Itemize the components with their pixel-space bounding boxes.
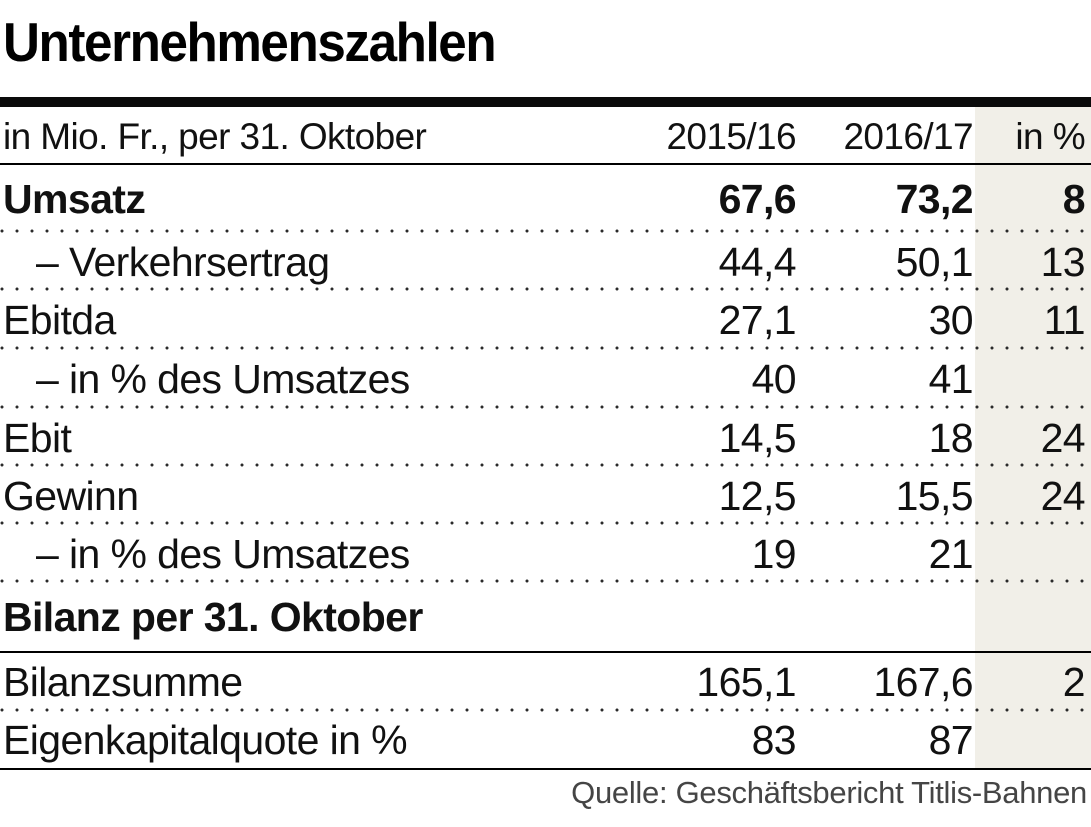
table-row-eigenkapitalquote: Eigenkapitalquote in % 83 87 (0, 712, 1091, 770)
table-header-row: in Mio. Fr., per 31. Oktober 2015/16 201… (0, 107, 1091, 165)
value-2016-17: 50,1 (895, 238, 974, 285)
row-label: – in % des Umsatzes (36, 530, 410, 577)
table-row-gewinn: Gewinn 12,5 15,5 24 (0, 467, 1091, 525)
row-label: Ebit (3, 414, 72, 461)
value-percent: 11 (1043, 297, 1086, 343)
value-percent: 24 (1040, 414, 1086, 461)
row-label: – Verkehrsertrag (36, 238, 330, 285)
row-label: Ebitda (3, 297, 116, 343)
value-2015-16: 40 (751, 356, 797, 402)
table-row-gewinn-margin: – in % des Umsatzes 19 21 (0, 525, 1091, 583)
value-2016-17: 73,2 (895, 175, 974, 222)
value-2015-16: 165,1 (696, 659, 796, 705)
section-title: Bilanz per 31. Oktober (3, 593, 423, 640)
table-row-umsatz: Umsatz 67,6 73,2 8 (0, 165, 1091, 233)
table-row-ebitda-margin: – in % des Umsatzes 40 41 (0, 350, 1091, 409)
column-header-unit: in Mio. Fr., per 31. Oktober (3, 116, 427, 157)
value-2015-16: 44,4 (718, 238, 797, 285)
column-header-2015-16: 2015/16 (666, 116, 796, 157)
value-percent: 2 (1062, 659, 1086, 705)
value-2015-16: 83 (751, 716, 797, 763)
value-percent: 24 (1040, 472, 1086, 519)
row-label: – in % des Umsatzes (36, 356, 410, 402)
value-2016-17: 15,5 (895, 472, 974, 519)
table-section-bilanz: Bilanz per 31. Oktober (0, 583, 1091, 653)
value-2016-17: 167,6 (873, 659, 973, 705)
row-label: Umsatz (3, 175, 146, 222)
page-title: Unternehmenszahlen (3, 11, 497, 73)
value-2016-17: 18 (928, 414, 974, 461)
row-label: Eigenkapitalquote in % (3, 716, 408, 763)
value-2016-17: 21 (928, 530, 974, 577)
source-credit: Quelle: Geschäftsbericht Titlis-Bahnen (571, 775, 1087, 810)
row-label: Gewinn (3, 472, 139, 519)
value-2015-16: 19 (751, 530, 797, 577)
column-header-2016-17: 2016/17 (843, 116, 973, 157)
column-header-percent: in % (1015, 116, 1085, 157)
value-2015-16: 14,5 (718, 414, 797, 461)
value-2015-16: 12,5 (718, 472, 797, 519)
value-percent: 8 (1062, 175, 1086, 222)
table-row-ebit: Ebit 14,5 18 24 (0, 409, 1091, 467)
row-label: Bilanzsumme (3, 659, 243, 705)
value-percent: 13 (1040, 238, 1086, 285)
value-2016-17: 41 (928, 356, 974, 402)
financial-table: in Mio. Fr., per 31. Oktober 2015/16 201… (0, 107, 1091, 770)
value-2015-16: 27,1 (718, 297, 797, 343)
value-2016-17: 30 (928, 297, 974, 343)
title-rule (0, 97, 1091, 107)
value-2015-16: 67,6 (718, 175, 797, 222)
value-2016-17: 87 (928, 716, 974, 763)
table-row-bilanzsumme: Bilanzsumme 165,1 167,6 2 (0, 653, 1091, 712)
table-row-verkehrsertrag: – Verkehrsertrag 44,4 50,1 13 (0, 233, 1091, 291)
table-row-ebitda: Ebitda 27,1 30 11 (0, 291, 1091, 350)
